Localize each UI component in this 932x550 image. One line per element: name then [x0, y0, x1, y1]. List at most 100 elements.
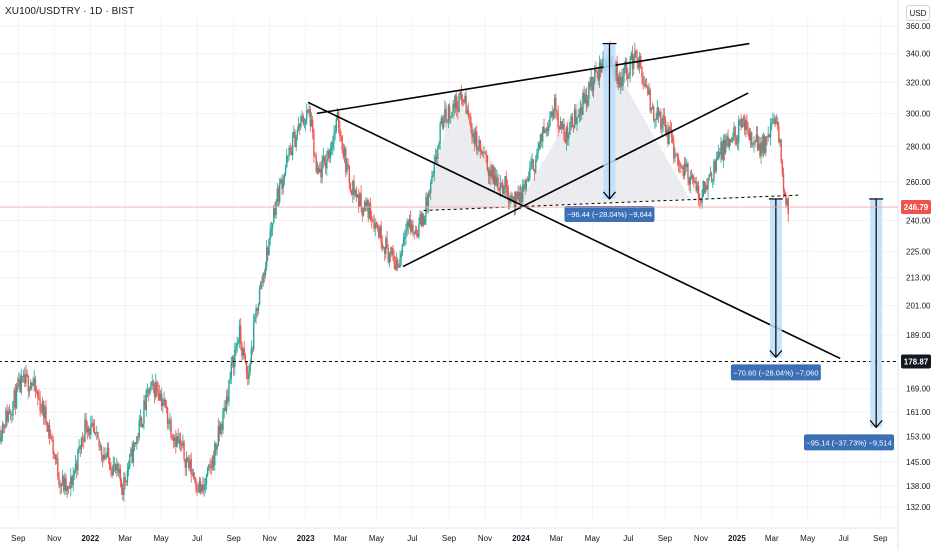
candle-body	[29, 382, 32, 390]
candle-body	[224, 407, 227, 412]
candle-body	[504, 176, 506, 189]
candle-body	[707, 178, 709, 190]
candle-body	[710, 173, 713, 181]
candle-body	[394, 263, 397, 270]
candle-body	[340, 135, 342, 137]
candle-body	[309, 109, 312, 127]
upper-diagonal-line[interactable]	[307, 101, 841, 360]
candle-body	[379, 226, 381, 238]
upper-channel-line[interactable]	[316, 42, 750, 115]
x-tick-label: Jul	[839, 534, 849, 543]
lower-diagonal-line[interactable]	[402, 92, 749, 268]
candle-body	[412, 224, 414, 233]
candle-body	[93, 426, 96, 434]
candle-body	[568, 134, 570, 140]
candle-body	[144, 400, 146, 410]
measure-3-label: −95.14 (−37.73%) −9,514	[806, 438, 891, 447]
candle-body	[110, 469, 112, 471]
candle-body	[529, 167, 531, 178]
currency-button[interactable]: USD	[906, 5, 930, 21]
candle-body	[737, 120, 740, 143]
candle-body	[198, 481, 201, 492]
candle-body	[273, 207, 275, 224]
candle-body	[736, 142, 739, 144]
candle-body	[714, 161, 716, 172]
candle-body	[330, 147, 333, 150]
candle-body	[270, 228, 273, 231]
candle-body	[194, 476, 196, 480]
candle-body	[274, 207, 276, 215]
x-tick-label: Sep	[658, 534, 673, 543]
candle-body	[772, 119, 774, 124]
candle-body	[304, 119, 307, 124]
candle-body	[104, 454, 106, 458]
candle-body	[267, 247, 269, 255]
candle-body	[348, 165, 350, 184]
candle-body	[780, 140, 782, 162]
candle-body	[140, 417, 143, 428]
candle-body	[558, 128, 561, 130]
candle-body	[420, 213, 422, 227]
candle-body	[271, 223, 274, 229]
candle-body	[210, 466, 212, 469]
candle-body	[57, 458, 59, 477]
candle-body	[735, 137, 738, 144]
candle-body	[230, 362, 232, 378]
candle-body	[426, 196, 428, 206]
candle-body	[448, 105, 451, 118]
candle-body	[173, 437, 176, 441]
candle-body	[99, 446, 102, 447]
trendlines[interactable]	[0, 42, 898, 362]
candle-body	[627, 75, 629, 79]
x-tick-label: May	[154, 534, 169, 543]
candle-body	[208, 464, 210, 468]
candle-body	[483, 152, 485, 154]
chart-grid	[0, 18, 898, 522]
candle-body	[391, 248, 393, 255]
candle-body	[375, 223, 378, 224]
candle-body	[595, 68, 597, 71]
candle-body	[542, 126, 544, 142]
candle-body	[766, 136, 768, 138]
candle-body	[725, 140, 727, 153]
candle-body	[168, 422, 170, 424]
candle-body	[691, 175, 694, 180]
candle-body	[510, 195, 512, 201]
candle-body	[139, 417, 142, 421]
candle-body	[234, 349, 236, 368]
candle-body	[712, 180, 714, 182]
candle-body	[227, 396, 229, 402]
candle-body	[32, 384, 34, 386]
candle-body	[129, 454, 131, 467]
candle-body	[517, 191, 519, 200]
candle-body	[94, 431, 97, 434]
candle-body	[347, 163, 349, 166]
candle-body	[775, 122, 778, 124]
x-tick-label: Sep	[442, 534, 457, 543]
candle-body	[637, 63, 640, 68]
candle-body	[680, 164, 682, 168]
candle-body	[179, 440, 182, 444]
candle-body	[399, 258, 401, 268]
neckline-dashed-line[interactable]	[423, 194, 799, 212]
candle-body	[59, 484, 61, 487]
candle-body	[532, 159, 535, 171]
candle-body	[597, 72, 599, 81]
candle-body	[46, 421, 48, 432]
candle-body	[545, 128, 548, 131]
time-axis[interactable]: Sep Nov 2022 Mar May Jul Sep Nov 2023 Mar May Jul Se…	[0, 527, 898, 543]
candle-body	[708, 175, 710, 179]
candle-body	[411, 224, 413, 232]
candle-body	[525, 179, 527, 190]
candle-body	[195, 479, 197, 487]
candle-body	[101, 455, 104, 460]
candle-body	[684, 163, 687, 168]
candle-body	[499, 182, 502, 190]
candle-body	[535, 160, 537, 173]
candle-body	[13, 389, 15, 402]
measure-tools[interactable]: −96.44 (−28.04%) −9,644 −70.60 (−28.04%) …	[564, 42, 894, 451]
candle-body	[459, 91, 461, 95]
candle-body	[642, 77, 644, 86]
